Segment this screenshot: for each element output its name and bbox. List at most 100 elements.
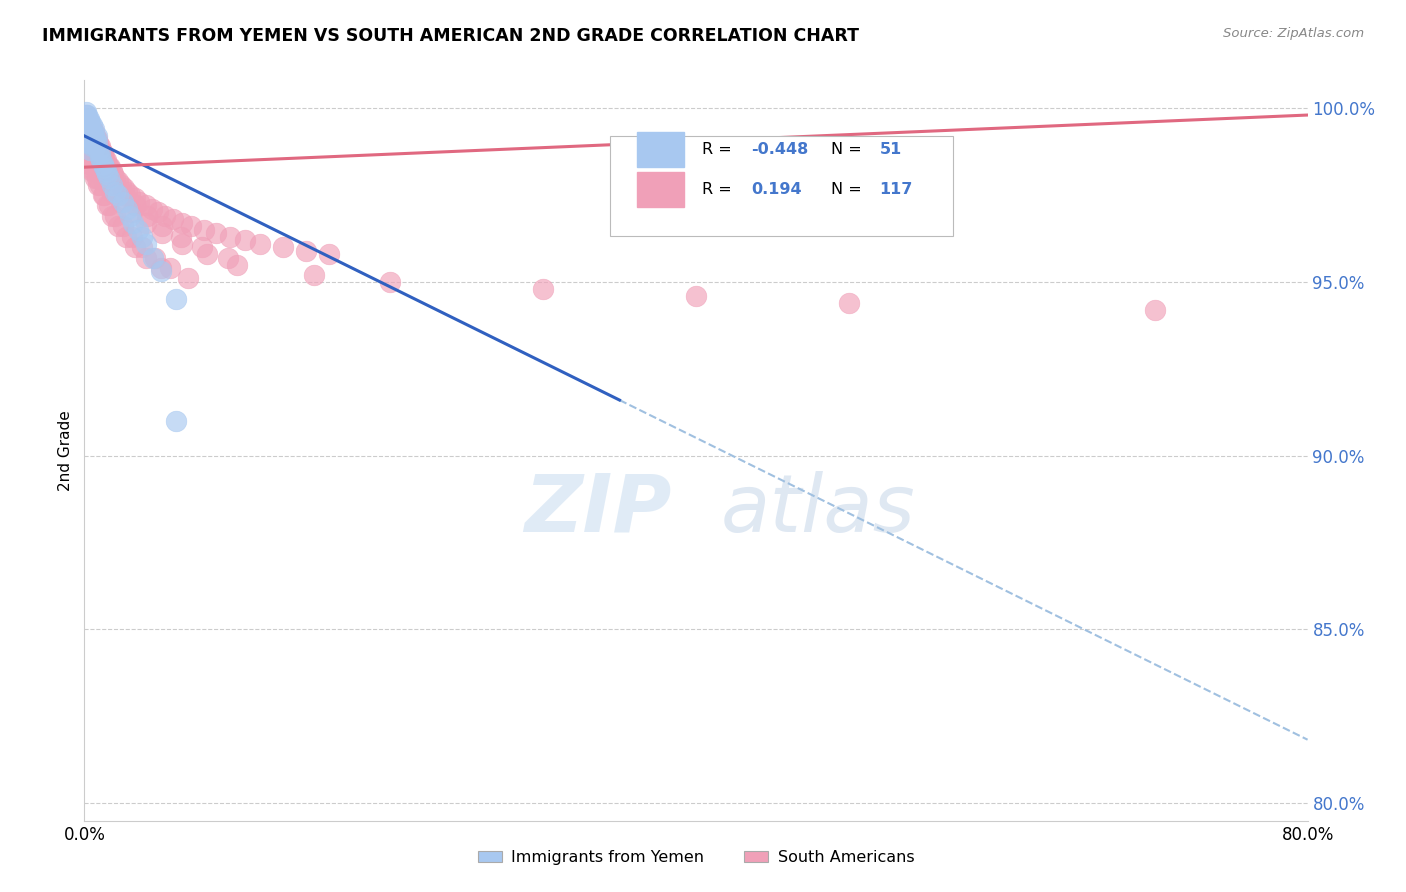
Point	[79, 132, 101, 146]
Text: -0.448: -0.448	[751, 142, 808, 157]
Point	[87, 143, 110, 157]
Point	[195, 247, 218, 261]
Point	[107, 188, 129, 202]
Point	[80, 132, 103, 146]
Point	[131, 240, 153, 254]
Point	[77, 115, 100, 129]
Point	[76, 108, 98, 122]
Point	[80, 128, 103, 143]
Point	[80, 122, 103, 136]
Point	[128, 194, 150, 209]
Point	[104, 209, 127, 223]
Point	[104, 170, 127, 185]
Point	[75, 108, 97, 122]
Point	[249, 236, 271, 251]
Point	[150, 219, 173, 234]
Point	[79, 136, 101, 150]
Point	[89, 178, 111, 192]
Point	[96, 157, 118, 171]
Point	[79, 157, 101, 171]
Point	[131, 229, 153, 244]
Point	[124, 198, 146, 212]
Point	[180, 219, 202, 234]
Point	[76, 119, 98, 133]
Point	[83, 128, 105, 143]
Text: 0.194: 0.194	[751, 182, 801, 197]
Point	[149, 260, 172, 275]
Point	[79, 115, 101, 129]
Point	[101, 185, 124, 199]
Point	[94, 153, 117, 168]
Point	[76, 119, 98, 133]
Point	[318, 247, 340, 261]
Point	[87, 178, 110, 192]
Point	[93, 150, 115, 164]
Text: atlas: atlas	[721, 471, 915, 549]
Point	[75, 108, 97, 122]
Point	[838, 295, 860, 310]
Point	[135, 216, 157, 230]
Point	[90, 157, 112, 171]
Point	[75, 122, 97, 136]
Point	[101, 178, 124, 192]
Point	[111, 219, 134, 234]
Point	[155, 209, 177, 223]
Point	[83, 122, 105, 136]
Text: 117: 117	[880, 182, 912, 197]
Point	[165, 292, 187, 306]
Point	[531, 282, 554, 296]
Point	[226, 258, 249, 272]
Point	[86, 136, 108, 150]
Point	[103, 167, 125, 181]
Text: N =: N =	[831, 142, 866, 157]
Point	[80, 139, 103, 153]
Point	[86, 128, 108, 143]
Point	[87, 143, 110, 157]
Point	[107, 219, 129, 234]
Point	[104, 178, 127, 192]
Point	[89, 146, 111, 161]
Point	[91, 157, 114, 171]
Point	[84, 128, 107, 143]
Point	[233, 233, 256, 247]
Point	[218, 229, 240, 244]
Point	[76, 150, 98, 164]
Point	[271, 240, 294, 254]
Point	[77, 157, 100, 171]
Point	[115, 202, 138, 216]
Point	[97, 160, 120, 174]
Point	[84, 139, 107, 153]
Point	[80, 119, 103, 133]
Point	[76, 112, 98, 126]
Point	[83, 153, 105, 168]
Point	[121, 205, 143, 219]
Point	[121, 229, 143, 244]
Point	[101, 209, 124, 223]
Point	[112, 188, 135, 202]
Point	[127, 223, 149, 237]
Point	[110, 178, 132, 192]
Point	[110, 194, 132, 209]
Point	[90, 153, 112, 168]
Bar	[637, 171, 683, 207]
Point	[83, 136, 105, 150]
Point	[101, 163, 124, 178]
Point	[77, 112, 100, 126]
Point	[79, 128, 101, 143]
Point	[98, 160, 121, 174]
Point	[295, 244, 318, 258]
Point	[97, 198, 120, 212]
Point	[217, 251, 239, 265]
Point	[79, 122, 101, 136]
Point	[75, 115, 97, 129]
Text: Source: ZipAtlas.com: Source: ZipAtlas.com	[1223, 27, 1364, 40]
Point	[77, 143, 100, 157]
Point	[77, 122, 100, 136]
Point	[86, 150, 108, 164]
Point	[96, 167, 118, 181]
Point	[143, 251, 166, 265]
Point	[111, 194, 134, 209]
Point	[76, 125, 98, 139]
Point	[79, 119, 101, 133]
Point	[135, 236, 157, 251]
